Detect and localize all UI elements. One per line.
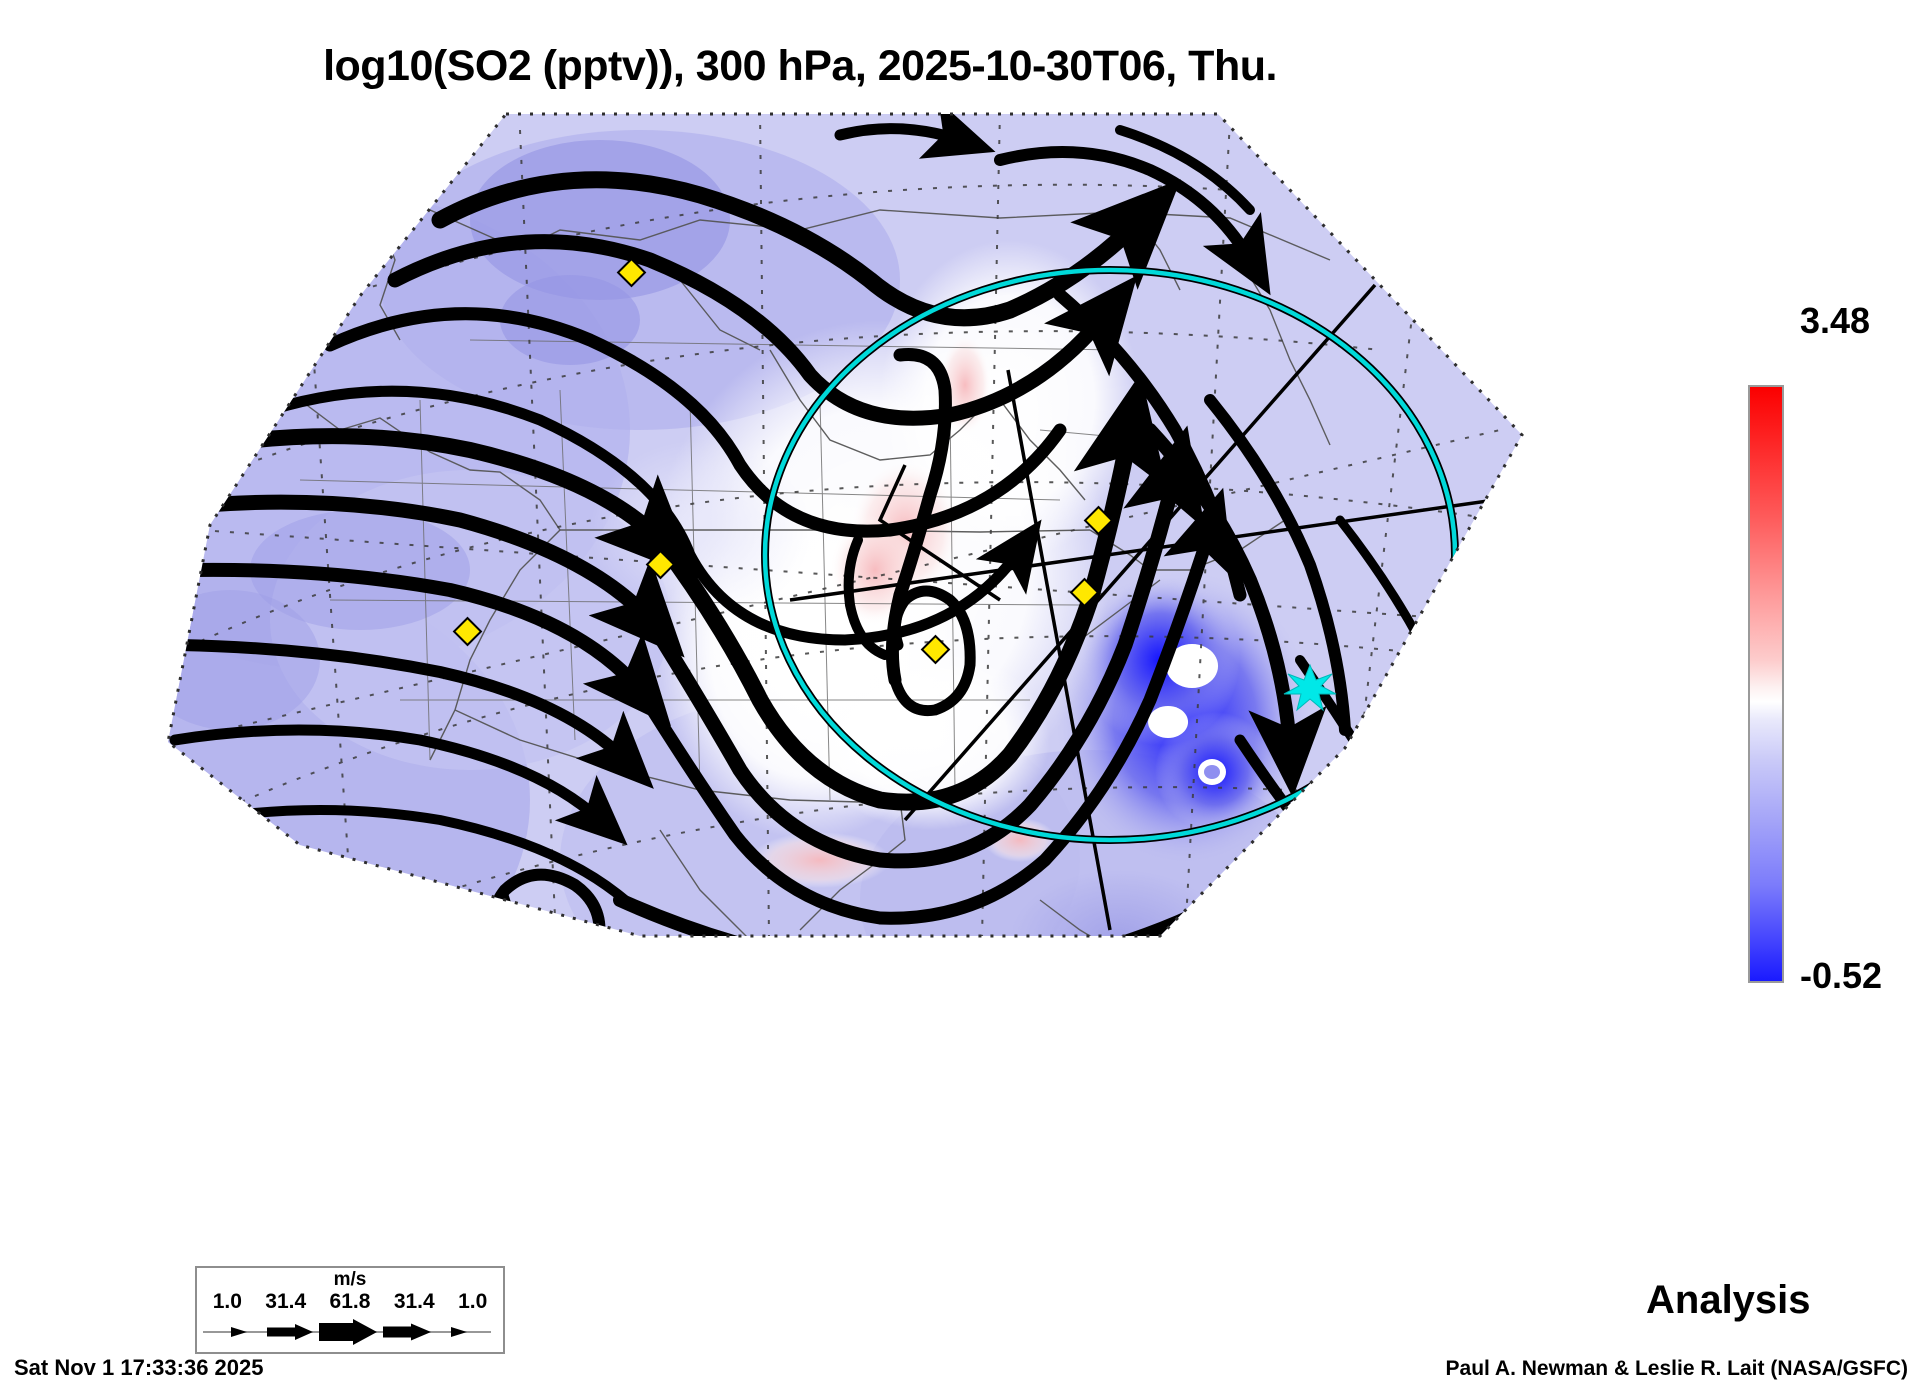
speed-tick: 1.0 [212, 1290, 242, 1313]
map-svg [166, 112, 1524, 938]
wind-speed-unit-label: m/s [333, 1269, 367, 1290]
site-marker[interactable] [645, 549, 676, 580]
speed-tick: 31.4 [265, 1290, 307, 1313]
site-marker[interactable] [920, 634, 951, 665]
so2-field [168, 114, 1522, 936]
analysis-label: Analysis [1646, 1278, 1811, 1322]
speed-tick: 1.0 [458, 1290, 488, 1313]
wind-speed-ticks: 1.0 31.4 61.8 31.4 1.0 [197, 1290, 503, 1314]
speed-tick: 61.8 [329, 1290, 371, 1313]
wind-speed-legend: m/s 1.0 31.4 61.8 31.4 1.0 [195, 1266, 505, 1354]
site-marker[interactable] [452, 616, 483, 647]
speed-tick: 31.4 [393, 1290, 435, 1313]
generation-timestamp: Sat Nov 1 17:33:36 2025 [14, 1355, 264, 1380]
author-credit: Paul A. Newman & Leslie R. Lait (NASA/GS… [1445, 1357, 1908, 1380]
colorbar [1748, 385, 1784, 983]
colorbar-min-label: -0.52 [1800, 955, 1883, 996]
site-markers[interactable] [452, 257, 1114, 665]
base-star-icon[interactable] [1283, 663, 1337, 712]
page-title: log10(SO2 (pptv)), 300 hPa, 2025-10-30T0… [323, 42, 1277, 90]
speed-arrow-svg [203, 1319, 491, 1345]
site-marker[interactable] [1069, 577, 1100, 608]
site-marker[interactable] [1083, 505, 1114, 536]
site-marker[interactable] [616, 257, 647, 288]
wind-speed-arrow-scale [197, 1317, 503, 1352]
map-panel [0, 100, 1700, 1030]
wind-streamlines [169, 114, 1435, 936]
colorbar-max-label: 3.48 [1800, 300, 1871, 341]
